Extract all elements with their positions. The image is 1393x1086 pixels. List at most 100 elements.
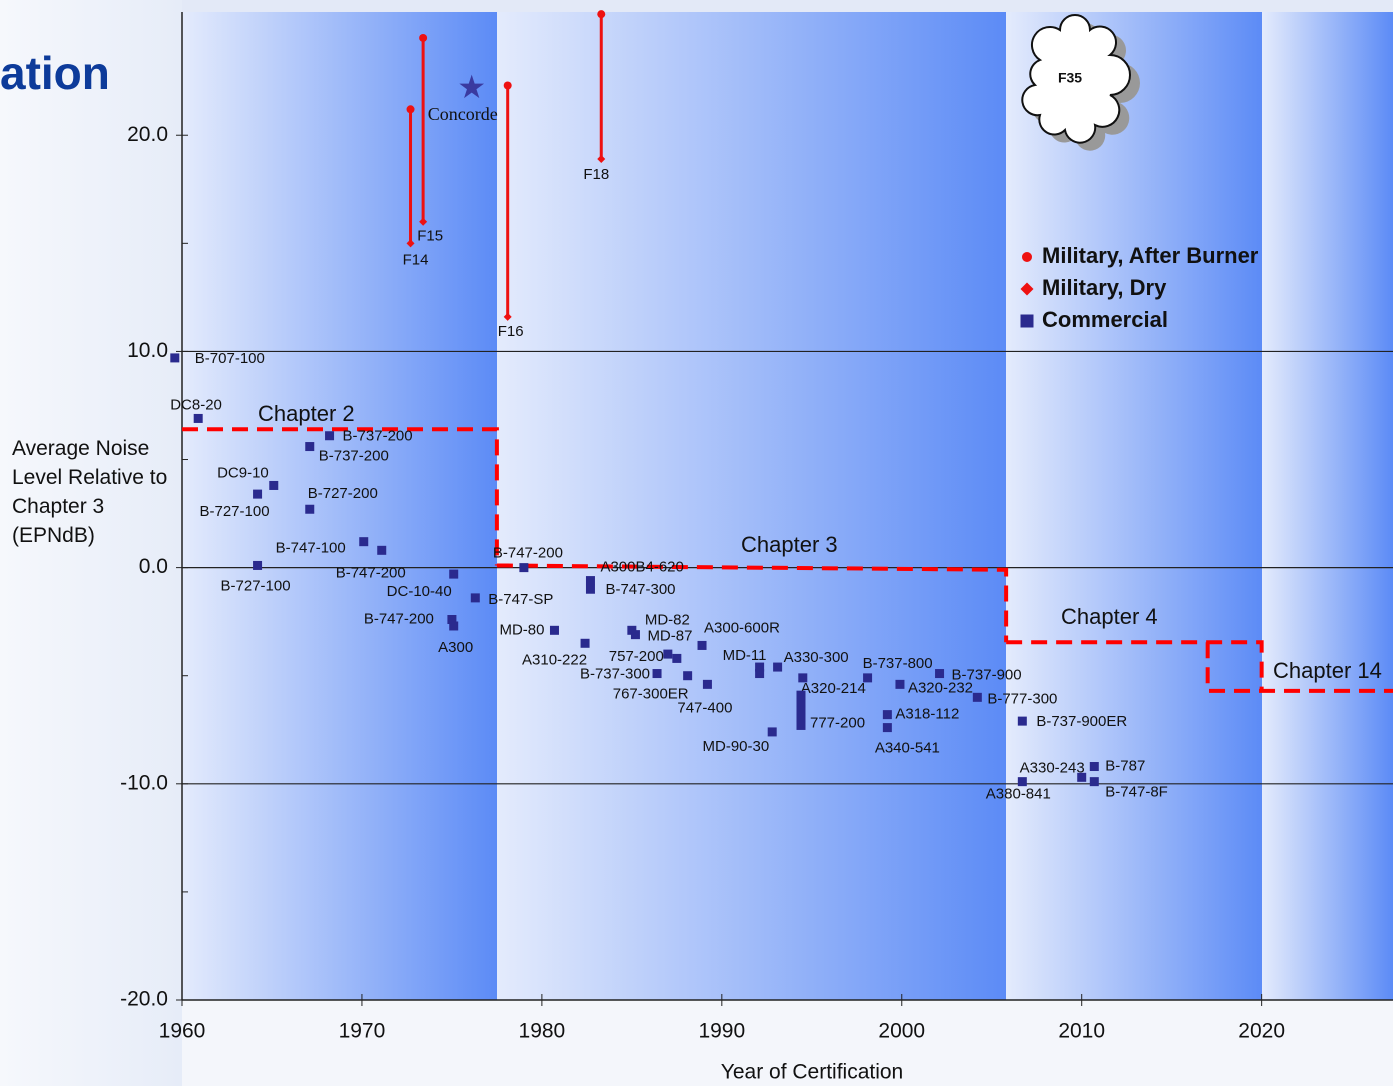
marker xyxy=(503,81,512,90)
marker xyxy=(585,576,595,586)
point-label: 777-200 xyxy=(810,714,865,731)
point-label: A318-112 xyxy=(895,706,959,723)
band xyxy=(182,12,497,1000)
top-bg xyxy=(182,0,1393,12)
marker xyxy=(773,662,783,672)
marker xyxy=(449,569,459,579)
threshold-label: Chapter 3 xyxy=(741,532,838,557)
marker xyxy=(796,690,806,700)
marker xyxy=(697,640,707,650)
marker xyxy=(863,673,873,683)
point-label: DC8-20 xyxy=(170,396,222,413)
marker xyxy=(597,155,606,164)
x-tick-label: 1970 xyxy=(339,1020,386,1043)
marker xyxy=(652,669,662,679)
bottom-bg xyxy=(182,1000,1393,1086)
point-label: B-747-200 xyxy=(364,610,434,627)
point-label: MD-87 xyxy=(647,628,692,645)
marker xyxy=(935,669,945,679)
marker xyxy=(470,593,480,603)
point-label: B-737-300 xyxy=(580,666,650,683)
point-label: B-737-200 xyxy=(343,428,413,445)
x-tick-label: 2000 xyxy=(878,1020,925,1043)
concorde-star xyxy=(459,74,485,99)
point-label: B-727-100 xyxy=(221,577,291,594)
point-label: B-727-100 xyxy=(200,503,270,520)
marker xyxy=(597,10,606,19)
cloud-label: F35 xyxy=(1058,70,1082,86)
marker xyxy=(419,33,428,42)
x-tick-label: 1980 xyxy=(519,1020,566,1043)
marker xyxy=(882,710,892,720)
point-label: MD-80 xyxy=(499,621,544,638)
marker xyxy=(447,615,457,625)
threshold-label: Chapter 4 xyxy=(1061,604,1158,629)
marker xyxy=(796,698,806,708)
point-label: B-747-200 xyxy=(493,545,563,562)
marker xyxy=(796,713,806,723)
marker xyxy=(755,669,765,679)
y-axis-label: Average Noise Level Relative to Chapter … xyxy=(12,437,168,547)
x-tick-label: 2020 xyxy=(1238,1020,1285,1043)
marker xyxy=(663,649,673,659)
threshold-line xyxy=(496,563,1009,643)
point-label: B-747-100 xyxy=(276,540,346,557)
marker xyxy=(796,705,806,715)
point-label: 747-400 xyxy=(677,699,732,716)
marker xyxy=(519,563,529,573)
point-label: B-747-8F xyxy=(1105,784,1168,801)
point-label: F18 xyxy=(583,166,609,183)
point-label: 757-200 xyxy=(609,648,664,665)
y-tick-label: 10.0 xyxy=(127,339,168,362)
marker xyxy=(1089,762,1099,772)
legend-label: Commercial xyxy=(1042,307,1168,332)
point-label: B-727-200 xyxy=(308,485,378,502)
marker xyxy=(895,679,905,689)
marker xyxy=(1020,314,1034,328)
point-label: F14 xyxy=(403,251,429,268)
point-label: A300B4-620 xyxy=(600,559,683,576)
point-label: B-777-300 xyxy=(987,690,1057,707)
marker xyxy=(193,413,203,423)
marker xyxy=(503,312,512,321)
point-label: B-737-900ER xyxy=(1036,713,1127,730)
marker xyxy=(1077,772,1087,782)
marker xyxy=(882,723,892,733)
point-label: B-707-100 xyxy=(195,350,265,367)
marker xyxy=(798,673,808,683)
title: ation xyxy=(0,47,110,99)
marker xyxy=(170,353,180,363)
x-tick-label: 1960 xyxy=(159,1020,206,1043)
point-label: A300-600R xyxy=(704,619,780,636)
x-axis-label: Year of Certification xyxy=(721,1061,904,1084)
band xyxy=(1262,12,1393,1000)
marker xyxy=(1089,777,1099,787)
marker xyxy=(972,692,982,702)
legend-label: Military, Dry xyxy=(1042,275,1167,300)
marker xyxy=(1017,777,1027,787)
band xyxy=(497,12,1006,1000)
point-label: A310-222 xyxy=(522,651,587,668)
y-tick-label: 0.0 xyxy=(139,555,168,578)
marker xyxy=(580,638,590,648)
threshold-line xyxy=(182,427,499,566)
y-tick-label: -10.0 xyxy=(120,771,168,794)
point-label: B-737-200 xyxy=(319,448,389,465)
point-label: B-747-300 xyxy=(605,581,675,598)
marker xyxy=(377,545,387,555)
marker xyxy=(449,621,459,631)
point-label: B-747-SP xyxy=(488,591,553,608)
threshold-line xyxy=(1006,640,1264,691)
point-label: F15 xyxy=(417,228,443,245)
point-label: MD-11 xyxy=(723,647,767,664)
marker xyxy=(755,662,765,672)
point-label: MD-90-30 xyxy=(703,738,770,755)
point-label: B-787 xyxy=(1105,757,1145,774)
marker xyxy=(406,105,415,114)
point-label: A340-541 xyxy=(875,740,940,757)
marker xyxy=(419,217,428,226)
marker xyxy=(269,480,279,490)
marker xyxy=(585,584,595,594)
point-label: A320-214 xyxy=(801,680,866,697)
